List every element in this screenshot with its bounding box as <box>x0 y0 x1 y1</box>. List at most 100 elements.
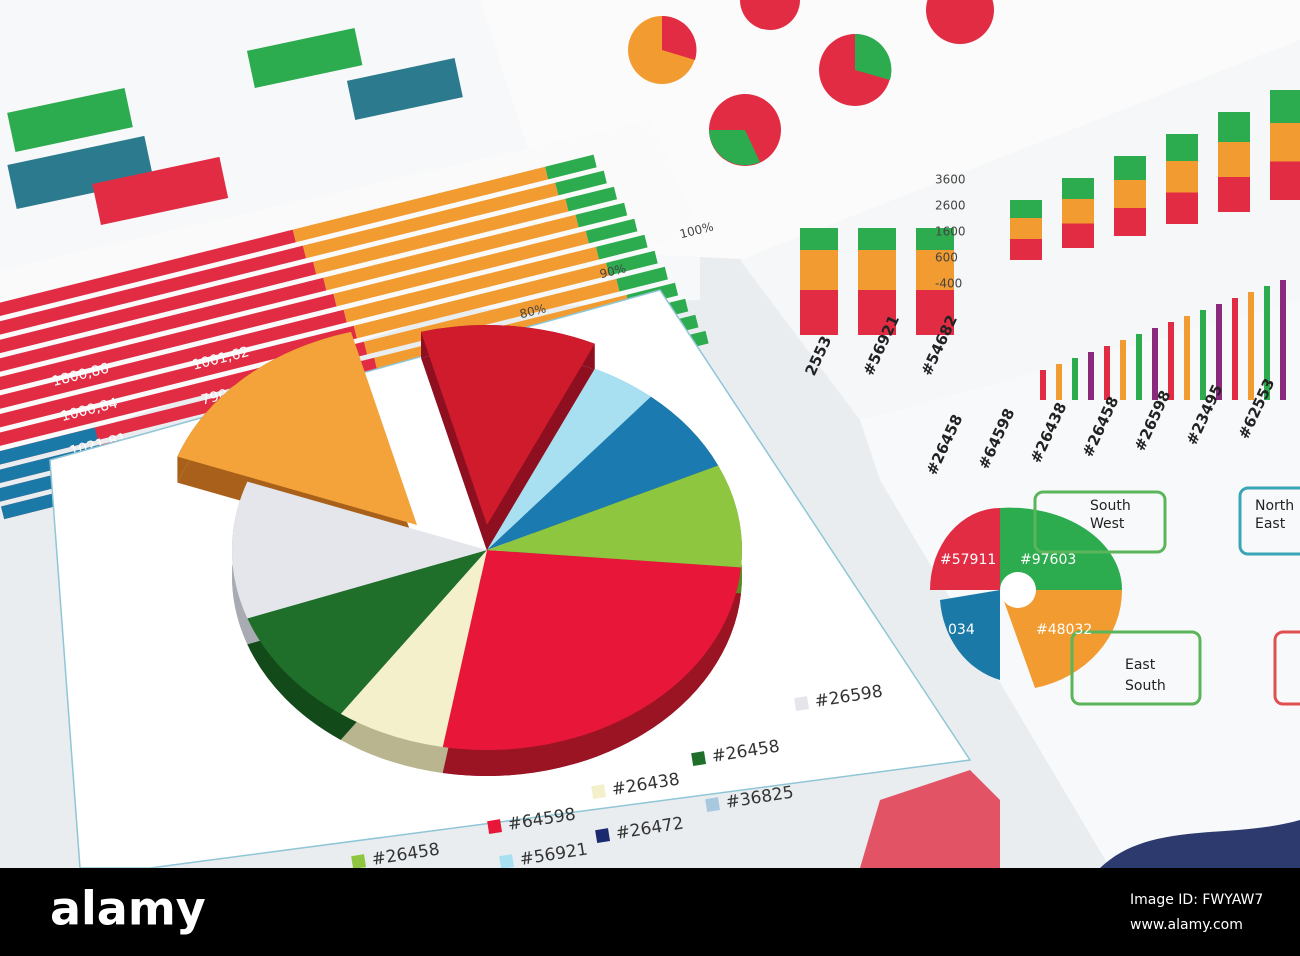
column-green <box>1218 112 1250 142</box>
thin-column <box>1104 346 1110 400</box>
column-orange <box>1114 180 1146 208</box>
column-green <box>1062 178 1094 199</box>
bar-orange <box>292 166 549 243</box>
legend-swatch <box>591 784 607 800</box>
bar-red <box>0 245 307 345</box>
pie-slice <box>487 396 719 550</box>
bar-red <box>0 293 337 397</box>
pie-slice <box>487 465 742 568</box>
bar-orange <box>353 262 610 339</box>
box-item: West <box>1090 516 1125 532</box>
thin-column <box>1264 286 1270 400</box>
column-green <box>1114 156 1146 180</box>
text-box <box>92 156 229 226</box>
text-box <box>7 135 154 210</box>
thin-column <box>1216 304 1222 400</box>
pie-slice <box>231 481 487 619</box>
box-item: East <box>1125 657 1156 673</box>
info-box <box>1273 630 1300 706</box>
column-orange <box>916 250 954 290</box>
bar-orange <box>302 182 559 259</box>
bar-orange <box>313 198 569 275</box>
bar-green <box>575 202 628 228</box>
percent-label: 80% <box>518 301 547 321</box>
column-red <box>1114 208 1146 236</box>
pie-slice <box>340 550 487 747</box>
column-green <box>800 228 838 250</box>
pie-side <box>442 567 742 776</box>
text-box <box>246 27 363 89</box>
legend-swatch <box>351 854 367 870</box>
axis-label: 1600 <box>935 225 966 239</box>
url: www.alamy.com <box>1130 917 1243 933</box>
column-red <box>916 290 954 335</box>
percent-label: 90% <box>598 261 627 281</box>
thin-column <box>1056 364 1062 400</box>
column-orange <box>1166 161 1198 193</box>
pie-slice <box>247 550 487 714</box>
brand: alamy <box>50 882 206 936</box>
info-box <box>1238 486 1300 556</box>
donut-label: #97603 <box>1020 552 1076 568</box>
bar-red <box>0 229 296 327</box>
bar-orange <box>333 230 589 307</box>
axis-label: -400 <box>935 277 962 291</box>
thin-column <box>1040 370 1046 400</box>
column-orange <box>1010 218 1042 239</box>
thin-column <box>1184 316 1190 400</box>
info-box <box>1070 630 1202 706</box>
column-green <box>1270 90 1300 123</box>
legend-swatch <box>794 696 810 712</box>
pie-side <box>340 713 443 773</box>
bar-red <box>0 325 357 432</box>
legend-swatch <box>705 797 721 813</box>
axis-label: 3600 <box>935 173 966 187</box>
column-orange <box>800 250 838 290</box>
bar-blue <box>0 427 98 467</box>
thin-column <box>1280 280 1286 400</box>
legend-swatch <box>487 819 503 835</box>
column-red <box>1166 192 1198 224</box>
column-green <box>1166 134 1198 161</box>
thin-column <box>1072 358 1078 400</box>
box-item: South <box>1090 498 1131 514</box>
column-red <box>858 290 896 335</box>
thin-column <box>1200 310 1206 400</box>
bar-green <box>606 250 658 276</box>
image-id: Image ID: FWYAW7 <box>1130 892 1263 908</box>
bar-green <box>565 186 618 212</box>
pie-slice <box>487 368 651 550</box>
bar-orange <box>343 246 600 323</box>
donut-label: #57911 <box>940 552 996 568</box>
column-red <box>1218 177 1250 212</box>
area-chart <box>1100 820 1300 868</box>
thin-column <box>1136 334 1142 400</box>
bar-green <box>585 218 638 244</box>
bar-green <box>616 266 668 292</box>
pie-slice <box>421 325 595 525</box>
column-orange <box>1218 142 1250 177</box>
bar-green <box>545 154 597 180</box>
column-orange <box>1270 123 1300 162</box>
box-item: South <box>1125 678 1166 694</box>
axis-label: 2600 <box>935 199 966 213</box>
info-box <box>1033 490 1167 554</box>
mini-pies <box>628 0 994 166</box>
box-item: East <box>1255 516 1286 532</box>
legend-swatch <box>595 828 611 844</box>
box-item: North <box>1255 498 1294 514</box>
bar-green <box>555 170 607 196</box>
area-chart <box>860 770 1000 868</box>
thin-column <box>1232 298 1238 400</box>
bar-red <box>0 309 347 415</box>
bar-red <box>0 277 327 380</box>
column-red <box>800 290 838 335</box>
column-green <box>858 228 896 250</box>
column-green <box>916 228 954 250</box>
thin-column <box>1088 352 1094 400</box>
thin-column <box>1248 292 1254 400</box>
pie-slice <box>442 550 742 750</box>
column-green <box>1010 200 1042 218</box>
